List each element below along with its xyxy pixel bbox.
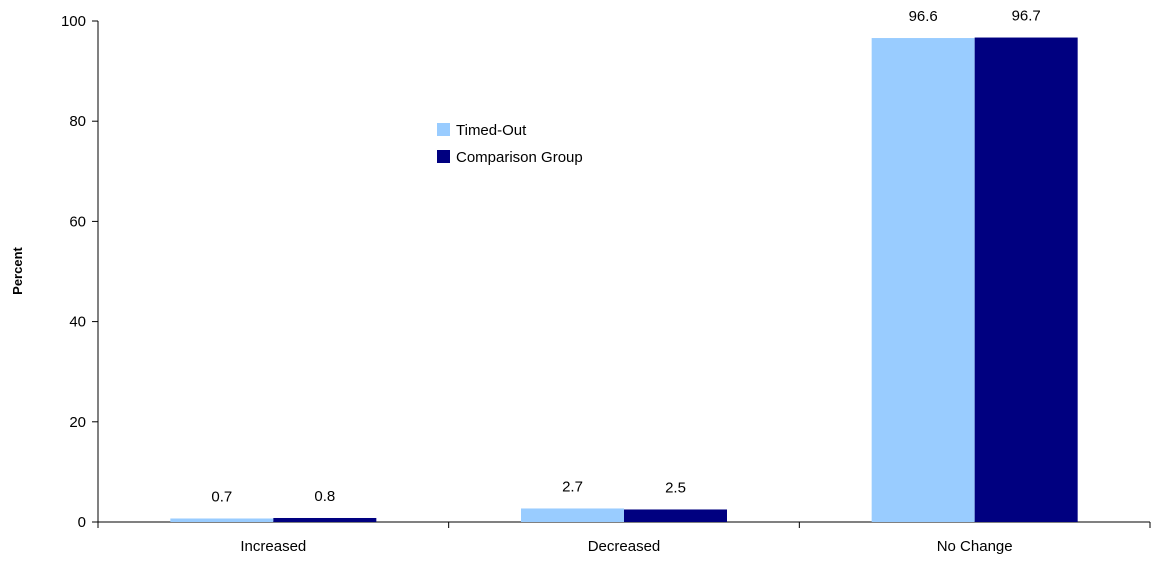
x-tick-label: No Change [937,538,1013,555]
bar [871,38,975,523]
y-tick-label: 80 [69,113,86,130]
x-tick-label: Increased [240,538,306,555]
bar [170,518,274,522]
legend-label: Comparison Group [456,149,583,166]
data-label: 96.6 [909,8,938,25]
bar [273,517,377,522]
x-tick-label: Decreased [588,538,661,555]
data-label: 96.7 [1012,8,1041,25]
y-axis-label: Percent [10,246,25,294]
data-label: 2.7 [562,478,583,495]
y-tick-label: 0 [78,514,86,531]
data-labels: 0.7 0.8 2.7 2.5 96.6 96.7 [211,8,1040,506]
bar [521,508,624,522]
y-tick-label: 40 [69,314,86,331]
axes: 0 20 40 60 80 100 Increased Decreased No Change [61,13,1151,555]
data-label: 2.5 [665,479,686,496]
bar [974,37,1078,523]
legend-swatch [437,150,450,163]
y-tick-label: 100 [61,13,86,30]
data-label: 0.7 [211,488,232,505]
y-tick-label: 60 [69,213,86,230]
data-label: 0.8 [314,488,335,505]
legend: Timed-Out Comparison Group [437,122,583,166]
bars [170,37,1078,523]
bar [624,509,727,522]
legend-label: Timed-Out [456,122,527,139]
legend-swatch [437,123,450,136]
y-tick-label: 20 [69,414,86,431]
